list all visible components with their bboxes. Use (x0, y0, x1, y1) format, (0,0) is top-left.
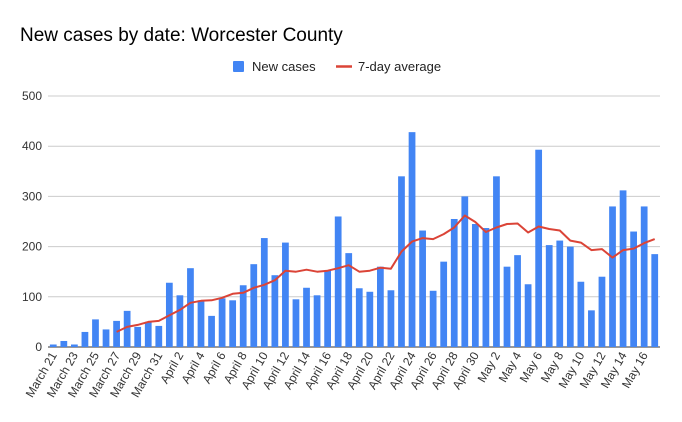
bar (324, 270, 331, 347)
bar (60, 340, 68, 347)
bar (303, 287, 310, 347)
bar (588, 310, 595, 347)
y-tick-label: 200 (22, 240, 42, 254)
bar (419, 230, 426, 347)
bar (81, 331, 89, 347)
bar (482, 228, 490, 347)
y-tick-label: 0 (35, 340, 42, 354)
bar (102, 329, 110, 347)
legend: New cases 7-day average (233, 59, 441, 74)
bar (440, 261, 448, 347)
y-tick-label: 400 (22, 139, 42, 153)
bar (176, 295, 184, 347)
bar (387, 290, 395, 347)
bar (239, 285, 247, 347)
bars-new-cases (49, 132, 659, 347)
bar (345, 253, 353, 347)
legend-swatch-new-cases (233, 61, 244, 72)
bar (398, 176, 405, 347)
bar (450, 218, 458, 347)
bar (461, 196, 469, 347)
bar (471, 224, 479, 347)
bar (49, 344, 57, 347)
bar (123, 310, 131, 347)
bar (155, 325, 163, 347)
bar (524, 284, 532, 347)
bar (514, 255, 521, 347)
bar (271, 275, 279, 347)
bar (313, 295, 321, 347)
bar (545, 245, 553, 347)
bar (651, 254, 659, 347)
bar (503, 266, 511, 347)
line-series (116, 214, 656, 333)
y-axis-ticks: 0 100 200 300 400 500 (22, 89, 42, 354)
bar (208, 315, 215, 347)
bar (292, 299, 300, 347)
chart-title: New cases by date: Worcester County (20, 25, 343, 46)
bar (71, 344, 78, 347)
bar (218, 298, 226, 347)
bar (144, 321, 152, 347)
bar (334, 216, 342, 347)
bar (408, 132, 416, 347)
bar (260, 238, 268, 347)
legend-label-7-day-average: 7-day average (358, 59, 441, 74)
bar (609, 206, 616, 347)
bar (577, 281, 585, 347)
bar (250, 264, 258, 347)
bar (630, 231, 637, 347)
bar (429, 290, 437, 347)
bar (598, 276, 606, 347)
line-7-day-average (116, 214, 656, 333)
bar (366, 291, 374, 347)
bar (113, 320, 120, 347)
bar (556, 240, 564, 347)
bar (640, 206, 648, 347)
y-tick-label: 300 (22, 189, 42, 203)
bar (187, 268, 194, 347)
bar (566, 246, 574, 347)
bar (92, 319, 99, 347)
y-tick-label: 500 (22, 89, 42, 103)
bar (493, 176, 500, 347)
bar (134, 326, 142, 347)
bar (229, 300, 237, 347)
bar (282, 242, 289, 347)
bar (619, 190, 627, 347)
bar (377, 266, 384, 347)
y-tick-label: 100 (22, 290, 42, 304)
bar (197, 300, 205, 347)
bar (355, 288, 363, 347)
legend-label-new-cases: New cases (252, 59, 316, 74)
bar (535, 149, 543, 347)
